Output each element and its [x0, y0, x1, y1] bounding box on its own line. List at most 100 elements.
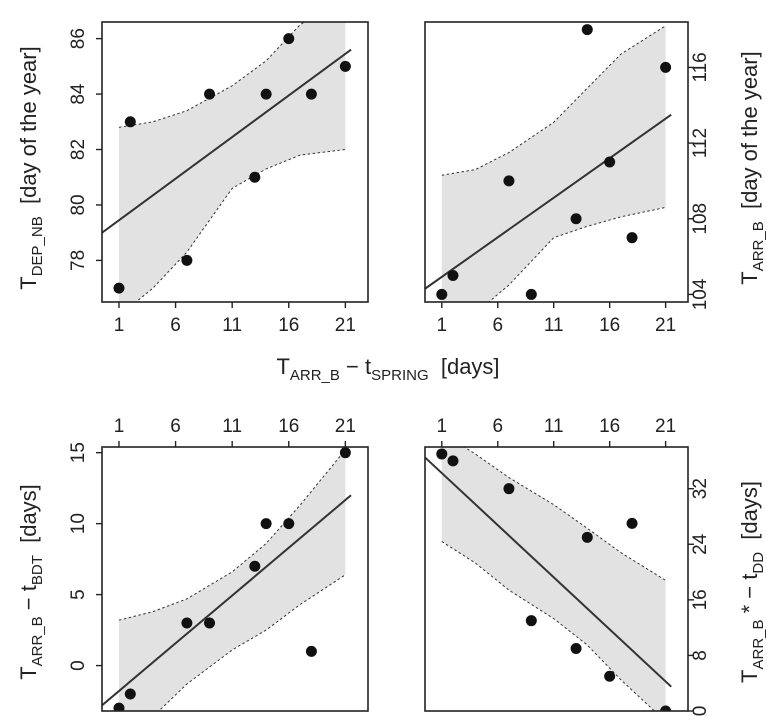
data-point: [204, 88, 216, 100]
data-point: [503, 483, 515, 495]
data-point: [181, 617, 193, 629]
data-point: [581, 531, 593, 543]
x-tick-label: 6: [492, 315, 503, 336]
data-point: [525, 615, 537, 627]
plot-area: [425, 24, 672, 302]
data-point: [305, 645, 317, 657]
data-point: [626, 232, 638, 244]
x-tick-label: 21: [655, 416, 676, 437]
data-point: [204, 617, 216, 629]
data-point: [260, 88, 272, 100]
confidence-band: [441, 25, 666, 302]
confidence-band: [441, 447, 666, 711]
y-tick-label: 86: [68, 28, 89, 49]
data-point: [305, 88, 317, 100]
data-point: [604, 670, 616, 682]
y-tick-label: 116: [690, 52, 711, 82]
plot-area: [425, 447, 672, 711]
y-tick-label: 78: [68, 250, 89, 271]
y-tick-label: 15: [68, 442, 89, 463]
y-tick-label: 112: [690, 128, 711, 158]
data-point: [124, 688, 136, 700]
data-point: [525, 288, 537, 300]
confidence-band: [118, 22, 346, 302]
data-point: [113, 702, 125, 711]
regression-line: [102, 48, 352, 234]
x-tick-label: 21: [335, 315, 356, 336]
plot-area: [102, 447, 352, 711]
regression-line: [425, 113, 672, 290]
data-point: [447, 270, 459, 282]
y-tick-label: 0: [690, 706, 711, 716]
confidence-band: [118, 449, 346, 711]
data-point: [570, 213, 582, 225]
data-point: [503, 175, 515, 187]
y-label-bottom-right: TARR_B * − tDD [days]: [737, 481, 767, 683]
data-point: [626, 517, 638, 529]
panel-frame: [424, 21, 689, 303]
x-label-shared: TARR_B − tSPRING [days]: [276, 354, 499, 384]
data-point: [249, 171, 261, 183]
x-tick-label: 16: [599, 416, 620, 437]
data-point: [604, 156, 616, 168]
data-point: [660, 61, 672, 73]
panel-frame: [424, 446, 689, 712]
y-label-top-left: TDEP_NB [day of the year]: [16, 46, 46, 289]
x-tick-label: 1: [114, 315, 125, 336]
x-tick-label: 1: [114, 416, 125, 437]
y-tick-label: 0: [68, 660, 89, 671]
y-tick-label: 82: [68, 139, 89, 160]
plot-area: [102, 22, 352, 302]
ci-lower-line: [135, 149, 346, 302]
data-point: [339, 60, 351, 72]
regression-line: [102, 494, 352, 707]
y-label-top-right: TARR_B [day of the year]: [737, 51, 767, 284]
y-tick-label: 104: [690, 278, 711, 310]
y-tick-label: 84: [68, 83, 89, 105]
y-tick-label: 8: [690, 650, 711, 661]
x-tick-label: 6: [170, 315, 181, 336]
x-tick-label: 6: [170, 416, 181, 437]
regression-line: [425, 456, 672, 688]
y-tick-label: 32: [690, 478, 711, 499]
ci-upper-line: [118, 449, 346, 621]
data-point: [181, 254, 193, 266]
y-tick-label: 24: [690, 533, 711, 555]
data-point: [283, 33, 295, 45]
ci-lower-line: [441, 541, 656, 711]
panel-frame: [101, 446, 369, 712]
x-tick-label: 11: [544, 416, 564, 437]
data-point: [113, 282, 125, 294]
data-point: [283, 518, 295, 530]
x-tick-label: 11: [222, 315, 242, 336]
data-point: [436, 288, 448, 300]
x-tick-label: 21: [335, 416, 356, 437]
data-point: [660, 705, 672, 711]
x-tick-label: 21: [655, 315, 676, 336]
x-tick-label: 11: [544, 315, 564, 336]
data-point: [447, 455, 459, 467]
data-point: [249, 560, 261, 572]
ci-upper-line: [463, 447, 666, 581]
data-point: [260, 518, 272, 530]
y-tick-label: 16: [690, 589, 711, 610]
y-tick-label: 80: [68, 194, 89, 215]
data-point: [570, 642, 582, 654]
y-tick-label: 108: [690, 203, 711, 235]
data-point: [436, 448, 448, 460]
x-tick-label: 6: [492, 416, 503, 437]
panel-frame: [101, 21, 369, 303]
data-point: [124, 116, 136, 128]
x-tick-label: 1: [436, 315, 447, 336]
data-point: [581, 24, 593, 36]
x-tick-label: 1: [436, 416, 447, 437]
x-tick-label: 16: [278, 315, 299, 336]
ci-upper-line: [118, 22, 306, 128]
y-tick-label: 5: [68, 589, 89, 600]
data-point: [339, 447, 351, 459]
x-tick-label: 11: [222, 416, 242, 437]
